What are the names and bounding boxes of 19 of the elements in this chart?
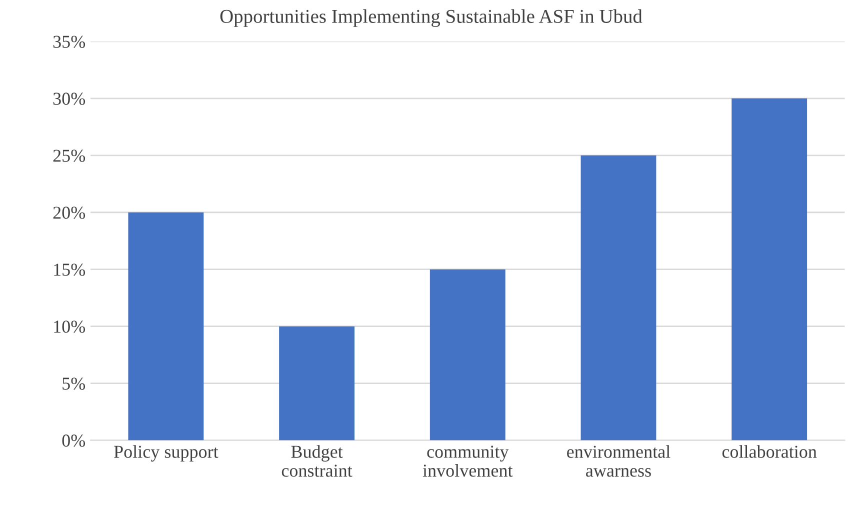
y-tick-label: 0% bbox=[62, 434, 86, 447]
bar bbox=[279, 326, 354, 440]
y-tick-label: 30% bbox=[53, 92, 86, 105]
chart-title: Opportunities Implementing Sustainable ASF in Ubud bbox=[220, 9, 642, 27]
x-tick-label: environmental awarness bbox=[567, 445, 670, 477]
y-tick-label: 35% bbox=[53, 36, 86, 48]
y-tick-label: 5% bbox=[62, 378, 86, 390]
x-tick-label: Policy support bbox=[114, 445, 218, 462]
y-tick-label: 25% bbox=[53, 150, 86, 162]
y-tick-label: 15% bbox=[54, 264, 86, 276]
x-tick-label: community involvement bbox=[422, 446, 513, 477]
x-tick-label: Budget constraint bbox=[282, 445, 352, 477]
y-tick-label: 20% bbox=[53, 206, 86, 219]
bar bbox=[128, 212, 204, 440]
x-tick-label: collaboration bbox=[722, 445, 817, 458]
y-tick-label: 10% bbox=[54, 320, 86, 333]
bar bbox=[580, 155, 656, 440]
bar bbox=[430, 269, 506, 440]
bar bbox=[732, 98, 808, 440]
